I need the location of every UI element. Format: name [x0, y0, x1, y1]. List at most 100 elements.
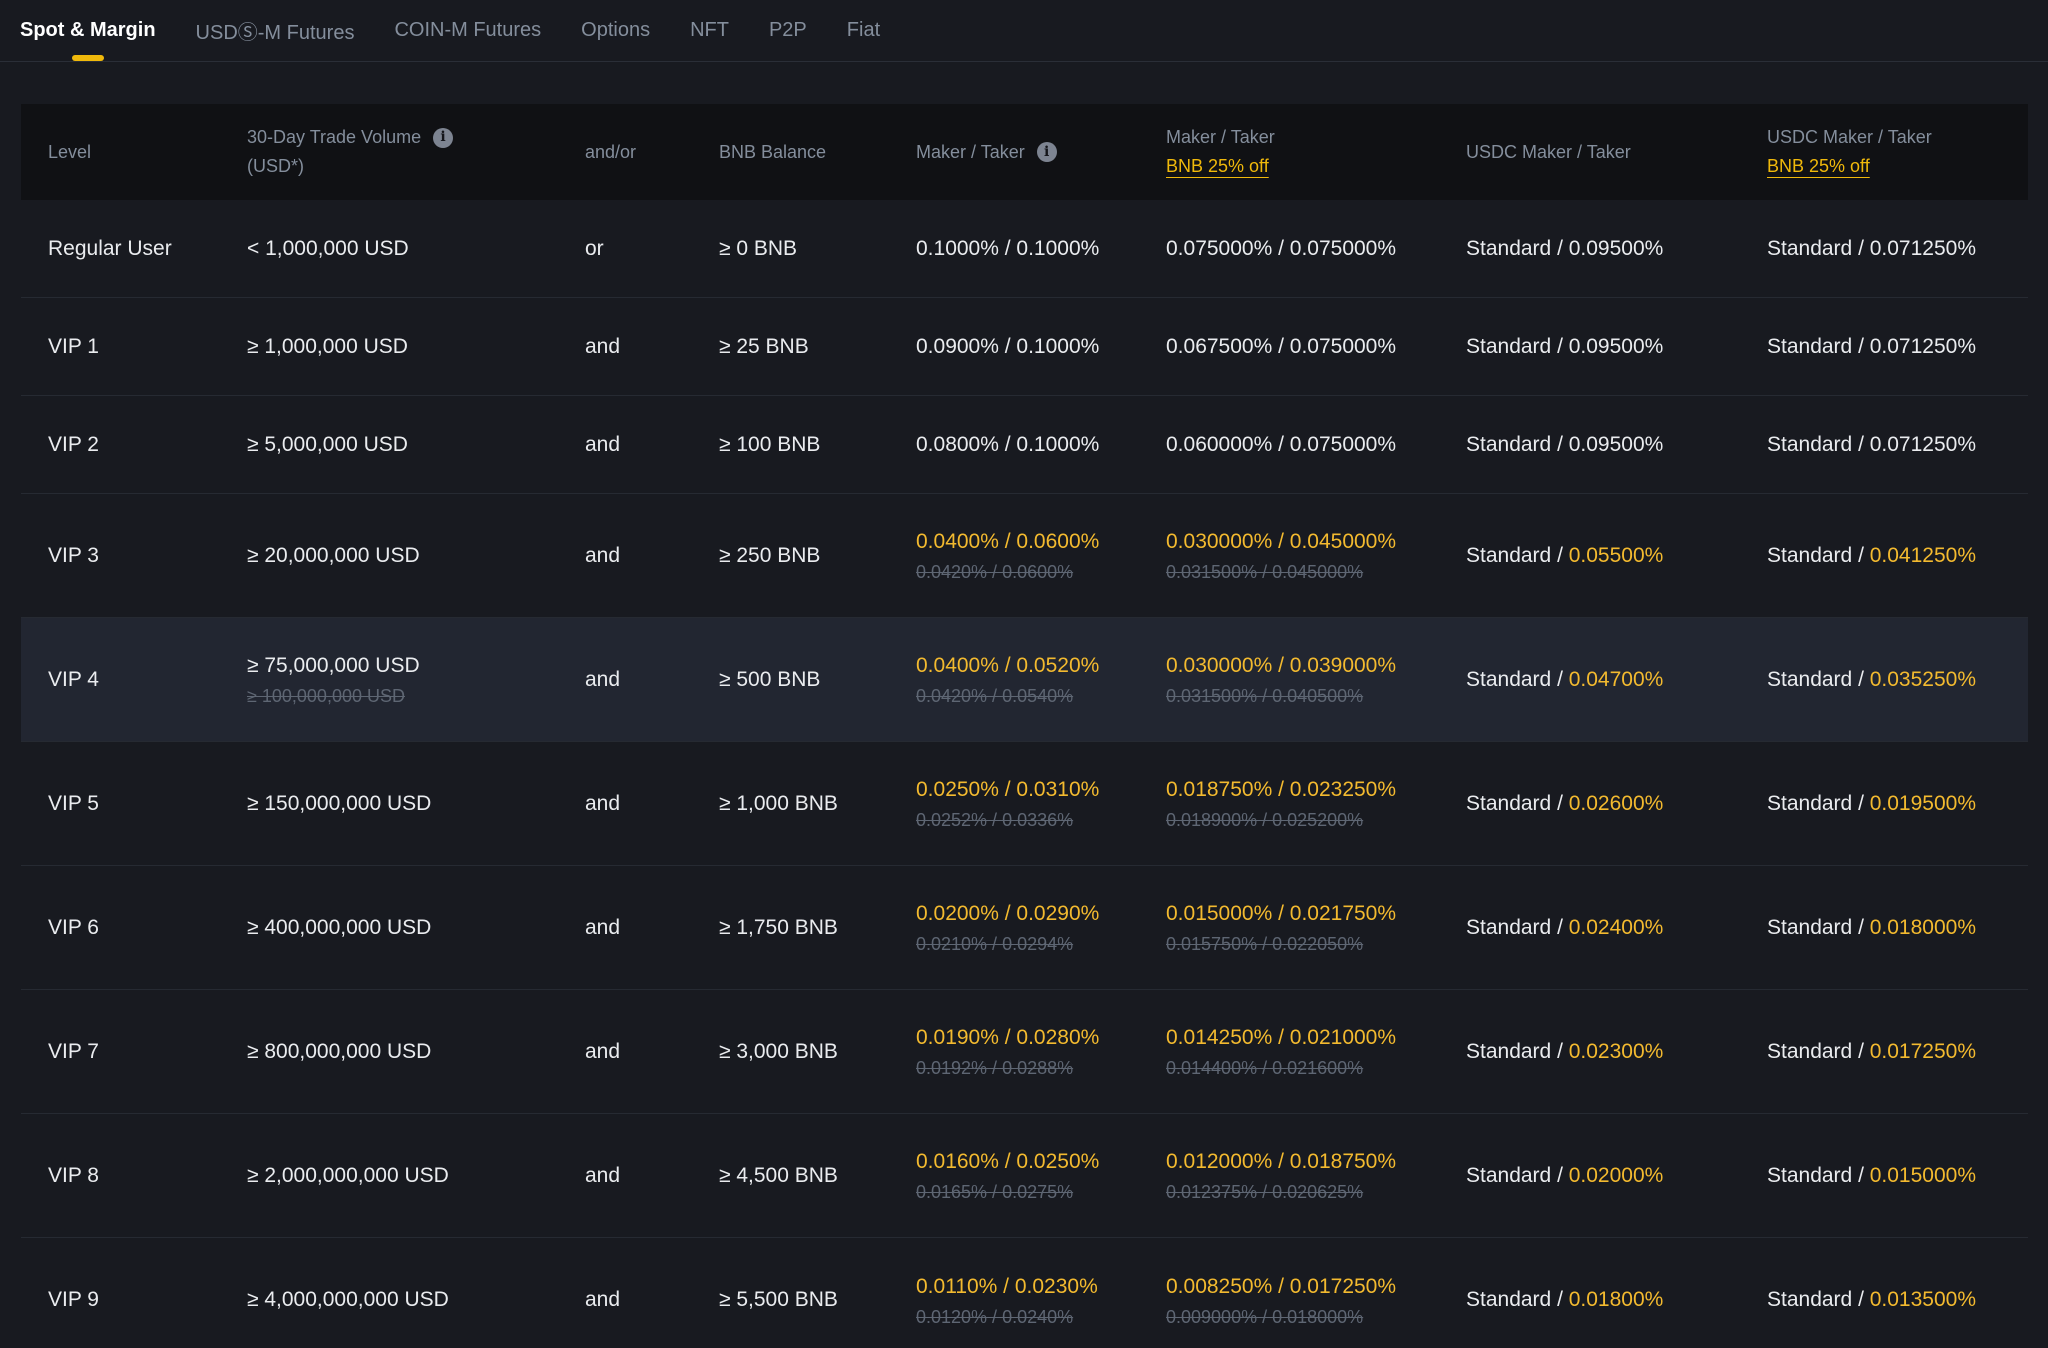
usdc-maker-taker-cell: Standard / 0.02300% — [1466, 1039, 1767, 1065]
usdc-maker-taker-cell: Standard / 0.02400% — [1466, 915, 1767, 941]
usdc-maker-taker-bnb-cell: Standard / 0.015000% — [1767, 1163, 2028, 1189]
maker-taker-bnb-cell-value: 0.060000% / 0.075000% — [1166, 432, 1397, 456]
maker-taker-bnb-cell: 0.030000% / 0.045000% 0.031500% / 0.04500… — [1166, 529, 1466, 582]
maker-taker-bnb-cell: 0.067500% / 0.075000% — [1166, 334, 1466, 360]
bnb-discount-link[interactable]: BNB 25% off — [1166, 156, 1269, 176]
trade-volume-cell: ≥ 75,000,000 USD ≥ 100,000,000 USD — [247, 653, 585, 706]
bnb-balance-cell-value: ≥ 100 BNB — [719, 432, 821, 456]
usdc-maker-taker-bnb-cell-value: Standard / 0.018000% — [1767, 915, 1976, 939]
table-row-vip-8: VIP 8 ≥ 2,000,000,000 USD and ≥ 4,500 BNB 0.… — [21, 1114, 2028, 1238]
trade-volume-cell-value: ≥ 150,000,000 USD — [247, 791, 432, 815]
trade-volume-cell-value: ≥ 75,000,000 USD — [247, 654, 420, 677]
trade-volume-cell-value: ≥ 800,000,000 USD — [247, 1039, 432, 1063]
maker-taker-cell: 0.0800% / 0.1000% — [916, 432, 1166, 458]
conjunction-cell: and — [585, 432, 719, 458]
maker-taker-bnb-cell-value: 0.015000% / 0.021750% — [1166, 902, 1397, 925]
maker-taker-bnb-cell: 0.060000% / 0.075000% — [1166, 432, 1466, 458]
trade-volume-cell-value: ≥ 5,000,000 USD — [247, 432, 408, 456]
usdc-maker-taker-cell-value: Standard / 0.01800% — [1466, 1288, 1664, 1311]
tab-p2p[interactable]: P2P — [769, 0, 807, 61]
maker-taker-info-icon[interactable]: i — [1036, 142, 1057, 162]
maker-taker-bnb-header-label: Maker / Taker — [1166, 127, 1275, 147]
level-cell-value: Regular User — [48, 236, 172, 260]
trade-volume-header-label: 30-Day Trade Volume — [247, 127, 422, 147]
tab-options[interactable]: Options — [581, 0, 650, 61]
tab-usd-m-futures[interactable]: USDⓈ-M Futures — [196, 0, 355, 61]
maker-taker-cell: 0.0110% / 0.0230% 0.0120% / 0.0240% — [916, 1274, 1166, 1327]
usdc-maker-taker-bnb-cell-value: Standard / 0.071250% — [1767, 432, 1976, 456]
maker-taker-bnb-cell-value: 0.018750% / 0.023250% — [1166, 778, 1397, 801]
level-cell-value: VIP 9 — [48, 1288, 99, 1311]
tab-coin-m-futures[interactable]: COIN-M Futures — [394, 0, 541, 61]
usdc-maker-taker-cell: Standard / 0.05500% — [1466, 543, 1767, 569]
usdc-maker-taker-bnb-cell: Standard / 0.019500% — [1767, 791, 2028, 817]
conjunction-cell-value: and — [585, 667, 621, 691]
table-row-vip-6: VIP 6 ≥ 400,000,000 USD and ≥ 1,750 BNB 0.02… — [21, 866, 2028, 990]
conjunction-cell-value: and — [585, 1163, 621, 1187]
conjunction-cell-value: and — [585, 543, 621, 567]
conjunction-cell: and — [585, 1163, 719, 1189]
maker-taker-bnb-cell-value: 0.075000% / 0.075000% — [1166, 236, 1397, 260]
usdc-maker-taker-bnb-cell: Standard / 0.071250% — [1767, 236, 2028, 262]
tab-nft[interactable]: NFT — [690, 0, 729, 61]
usdc-maker-taker-bnb-cell-value: Standard / 0.019500% — [1767, 791, 1976, 815]
maker-taker-bnb-cell-value: 0.012000% / 0.018750% — [1166, 1150, 1397, 1173]
bnb-balance-cell-value: ≥ 5,500 BNB — [719, 1288, 838, 1311]
usdc-bnb-discount-link[interactable]: BNB 25% off — [1767, 156, 1870, 176]
maker-taker-bnb-cell-value: 0.067500% / 0.075000% — [1166, 334, 1397, 358]
conjunction-cell: or — [585, 236, 719, 262]
maker-taker-bnb-cell-previous-value: 0.012375% / 0.020625% — [1166, 1182, 1364, 1202]
usdc-maker-taker-bnb-cell: Standard / 0.018000% — [1767, 915, 2028, 941]
usdc-maker-taker-bnb-cell-value: Standard / 0.013500% — [1767, 1288, 1976, 1311]
conjunction-cell: and — [585, 543, 719, 569]
tab-label: COIN-M Futures — [394, 19, 542, 41]
bnb-balance-cell: ≥ 4,500 BNB — [719, 1163, 916, 1189]
conjunction-cell-value: and — [585, 1288, 621, 1311]
conjunction-cell: and — [585, 334, 719, 360]
level-cell-value: VIP 8 — [48, 1163, 99, 1187]
column-header-level: Level — [48, 138, 247, 167]
level-cell: VIP 5 — [48, 791, 247, 817]
usdc-maker-taker-bnb-cell: Standard / 0.041250% — [1767, 543, 2028, 569]
trade-volume-cell: ≥ 800,000,000 USD — [247, 1039, 585, 1065]
usdc-maker-taker-cell-value: Standard / 0.09500% — [1466, 432, 1664, 456]
maker-taker-cell-value: 0.0110% / 0.0230% — [916, 1274, 1098, 1298]
level-cell-value: VIP 6 — [48, 915, 99, 939]
table-row-vip-9: VIP 9 ≥ 4,000,000,000 USD and ≥ 5,500 BNB 0.… — [21, 1238, 2028, 1348]
fee-category-tab-bar: Spot & Margin USDⓈ-M Futures COIN-M Future… — [0, 0, 2048, 62]
bnb-balance-cell-value: ≥ 1,750 BNB — [719, 915, 838, 939]
maker-taker-cell-value: 0.0250% / 0.0310% — [916, 778, 1100, 801]
usdc-maker-taker-cell-value: Standard / 0.09500% — [1466, 236, 1664, 260]
bnb-balance-cell: ≥ 250 BNB — [719, 543, 916, 569]
maker-taker-cell-value: 0.0400% / 0.0600% — [916, 530, 1100, 553]
usdc-maker-taker-bnb-cell-value: Standard / 0.035250% — [1767, 667, 1976, 691]
level-cell: VIP 6 — [48, 915, 247, 941]
bnb-balance-cell-value: ≥ 1,000 BNB — [719, 791, 838, 815]
maker-taker-bnb-cell-value: 0.014250% / 0.021000% — [1166, 1026, 1397, 1049]
tab-fiat[interactable]: Fiat — [847, 0, 880, 61]
maker-taker-cell-value: 0.0800% / 0.1000% — [916, 432, 1100, 456]
usdc-maker-taker-cell-value: Standard / 0.02300% — [1466, 1039, 1664, 1063]
table-row-vip-3: VIP 3 ≥ 20,000,000 USD and ≥ 250 BNB 0.0400%… — [21, 494, 2028, 618]
bnb-balance-cell-value: ≥ 500 BNB — [719, 667, 821, 691]
conjunction-cell-value: and — [585, 1039, 621, 1063]
column-header-trade-volume: 30-Day Trade Volume i (USD*) — [247, 123, 585, 181]
maker-taker-bnb-cell: 0.015000% / 0.021750% 0.015750% / 0.02205… — [1166, 901, 1466, 954]
usdc-maker-taker-bnb-cell-value: Standard / 0.041250% — [1767, 543, 1976, 567]
bnb-balance-cell: ≥ 25 BNB — [719, 334, 916, 360]
maker-taker-cell-value: 0.0400% / 0.0520% — [916, 654, 1100, 677]
bnb-balance-header-label: BNB Balance — [719, 141, 827, 162]
usdc-maker-taker-cell: Standard / 0.04700% — [1466, 667, 1767, 693]
table-header: Level 30-Day Trade Volume i (USD*) and/o… — [21, 104, 2028, 200]
maker-taker-cell: 0.0160% / 0.0250% 0.0165% / 0.0275% — [916, 1149, 1166, 1202]
trade-volume-info-icon[interactable]: i — [433, 127, 454, 148]
maker-taker-cell: 0.0400% / 0.0600% 0.0420% / 0.0600% — [916, 529, 1166, 582]
trade-volume-cell: ≥ 150,000,000 USD — [247, 791, 585, 817]
tab-spot-margin[interactable]: Spot & Margin — [20, 0, 156, 61]
usdc-maker-taker-bnb-cell: Standard / 0.071250% — [1767, 334, 2028, 360]
maker-taker-cell-previous-value: 0.0420% / 0.0600% — [916, 562, 1074, 582]
usdc-maker-taker-bnb-cell-value: Standard / 0.017250% — [1767, 1039, 1976, 1063]
conjunction-cell: and — [585, 1287, 719, 1313]
trade-volume-cell-value: ≥ 4,000,000,000 USD — [247, 1288, 449, 1311]
conjunction-cell: and — [585, 915, 719, 941]
